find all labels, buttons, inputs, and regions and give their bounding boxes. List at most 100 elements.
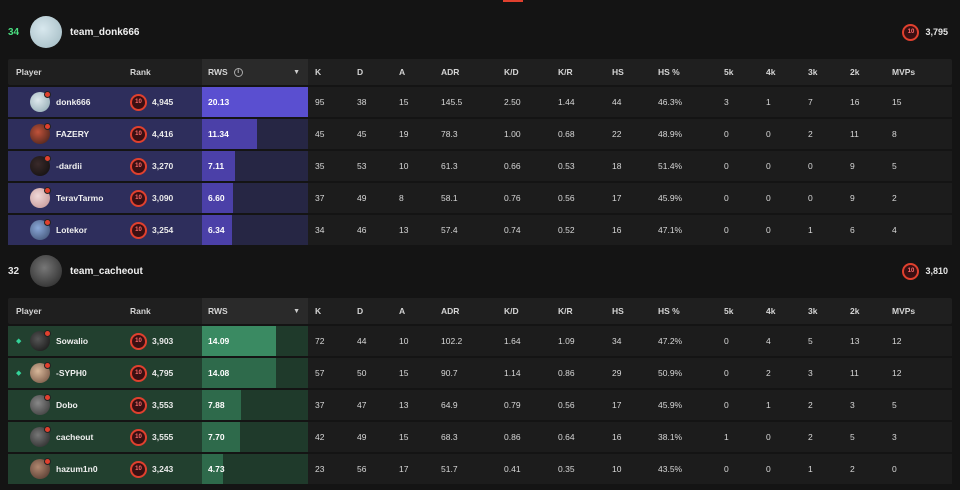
player-name[interactable]: -dardii bbox=[56, 161, 82, 171]
player-cell[interactable]: hazum1n0 bbox=[8, 454, 202, 484]
stat-3k: 1 bbox=[808, 464, 813, 474]
player-name[interactable]: hazum1n0 bbox=[56, 464, 98, 474]
player-cell[interactable]: Dobo bbox=[8, 390, 202, 420]
stat-adr: 145.5 bbox=[441, 97, 463, 107]
table-row[interactable]: ◆ -SYPH0 10 4,795 14.08 57 50 15 90.7 1.14 0.86 29 5… bbox=[8, 358, 952, 388]
rank-cell: 10 3,903 bbox=[130, 332, 173, 350]
team-name[interactable]: team_donk666 bbox=[70, 26, 140, 38]
stat-2k: 5 bbox=[850, 432, 855, 442]
rws-cell: 6.60 bbox=[202, 183, 308, 213]
team-elo: 10 3,795 bbox=[902, 23, 952, 41]
col-player[interactable]: Player bbox=[16, 306, 42, 316]
rank-cell: 10 4,945 bbox=[130, 93, 173, 111]
rws-cell: 7.70 bbox=[202, 422, 308, 452]
player-name[interactable]: donk666 bbox=[56, 97, 91, 107]
table-row[interactable]: TeravTarmo 10 3,090 6.60 37 49 8 58.1 0.76 0.56 17… bbox=[8, 183, 952, 213]
rws-value: 7.11 bbox=[208, 161, 225, 171]
col-mvps[interactable]: MVPs bbox=[892, 306, 916, 316]
stat-3k: 3 bbox=[808, 368, 813, 378]
player-cell[interactable]: -dardii bbox=[8, 151, 202, 181]
info-icon[interactable]: i bbox=[233, 67, 243, 77]
player-name[interactable]: cacheout bbox=[56, 432, 94, 442]
team-name[interactable]: team_cacheout bbox=[70, 265, 143, 277]
skill-level-icon: 10 bbox=[902, 23, 920, 41]
player-cell[interactable]: Lotekor bbox=[8, 215, 202, 245]
col-3k[interactable]: 3k bbox=[808, 67, 818, 77]
col-rank[interactable]: Rank bbox=[130, 306, 151, 316]
col-hs-percent[interactable]: HS % bbox=[658, 67, 680, 77]
player-name[interactable]: FAZERY bbox=[56, 129, 90, 139]
stat-4k: 4 bbox=[766, 336, 771, 346]
stat-adr: 57.4 bbox=[441, 225, 458, 235]
team-avatar[interactable] bbox=[30, 255, 62, 287]
team-avatar[interactable] bbox=[30, 16, 62, 48]
col-d[interactable]: D bbox=[357, 67, 364, 77]
player-name[interactable]: -SYPH0 bbox=[56, 368, 87, 378]
rws-bar-fill bbox=[202, 422, 241, 452]
col-k[interactable]: K bbox=[315, 306, 322, 316]
col-4k[interactable]: 4k bbox=[766, 67, 776, 77]
rws-bar-fill bbox=[202, 87, 308, 117]
stat-adr: 64.9 bbox=[441, 400, 458, 410]
table-row[interactable]: ◆ Sowalio 10 3,903 14.09 72 44 10 102.2 1.64 1.09 3… bbox=[8, 326, 952, 356]
col-mvps[interactable]: MVPs bbox=[892, 67, 916, 77]
col-2k[interactable]: 2k bbox=[850, 306, 860, 316]
status-badge bbox=[44, 458, 51, 465]
col-5k[interactable]: 5k bbox=[724, 306, 734, 316]
col-kr[interactable]: K/R bbox=[558, 306, 573, 316]
rws-value: 7.70 bbox=[208, 432, 225, 442]
col-k[interactable]: K bbox=[315, 67, 322, 77]
player-name[interactable]: TeravTarmo bbox=[56, 193, 104, 203]
table-row[interactable]: Dobo 10 3,553 7.88 37 47 13 64.9 0.79 0.56 17 45.9%… bbox=[8, 390, 952, 420]
player-cell[interactable]: cacheout bbox=[8, 422, 202, 452]
player-cell[interactable]: ◆ -SYPH0 bbox=[8, 358, 202, 388]
team-header-2: 32 team_cacheout 10 3,810 bbox=[8, 254, 952, 288]
rws-cell: 20.13 bbox=[202, 87, 308, 117]
table-row[interactable]: Lotekor 10 3,254 6.34 34 46 13 57.4 0.74 0.52 16 47… bbox=[8, 215, 952, 245]
player-name[interactable]: Lotekor bbox=[56, 225, 88, 235]
col-4k[interactable]: 4k bbox=[766, 306, 776, 316]
stat-a: 8 bbox=[399, 193, 404, 203]
col-kd[interactable]: K/D bbox=[504, 306, 519, 316]
table-row[interactable]: -dardii 10 3,270 7.11 35 53 10 61.3 0.66 0.53 18 51… bbox=[8, 151, 952, 181]
col-2k[interactable]: 2k bbox=[850, 67, 860, 77]
col-3k[interactable]: 3k bbox=[808, 306, 818, 316]
player-cell[interactable]: TeravTarmo bbox=[8, 183, 202, 213]
col-5k[interactable]: 5k bbox=[724, 67, 734, 77]
col-player[interactable]: Player bbox=[16, 67, 42, 77]
col-rws-dropdown[interactable]: RWS ▼ bbox=[202, 298, 308, 324]
stat-a: 15 bbox=[399, 368, 409, 378]
col-d[interactable]: D bbox=[357, 306, 364, 316]
table-row[interactable]: donk666 10 4,945 20.13 95 38 15 145.5 2.50 1.44 44… bbox=[8, 87, 952, 117]
col-rws-dropdown[interactable]: RWS i ▼ bbox=[202, 59, 308, 85]
skill-level-icon: 10 bbox=[130, 221, 147, 239]
stat-hs: 22 bbox=[612, 129, 622, 139]
stat-5k: 0 bbox=[724, 400, 729, 410]
rws-bar-fill bbox=[202, 119, 258, 149]
col-adr[interactable]: ADR bbox=[441, 306, 460, 316]
player-name[interactable]: Sowalio bbox=[56, 336, 89, 346]
player-cell[interactable]: ◆ Sowalio bbox=[8, 326, 202, 356]
col-hs[interactable]: HS bbox=[612, 306, 624, 316]
stat-d: 49 bbox=[357, 432, 367, 442]
table-row[interactable]: FAZERY 10 4,416 11.34 45 45 19 78.3 1.00 0.68 22 48… bbox=[8, 119, 952, 149]
rws-value: 14.08 bbox=[208, 368, 230, 378]
col-a[interactable]: A bbox=[399, 306, 406, 316]
rws-value: 4.73 bbox=[208, 464, 225, 474]
col-a[interactable]: A bbox=[399, 67, 406, 77]
table-row[interactable]: hazum1n0 10 3,243 4.73 23 56 17 51.7 0.41 0.35 10 4… bbox=[8, 454, 952, 484]
col-rank[interactable]: Rank bbox=[130, 67, 151, 77]
stat-4k: 0 bbox=[766, 464, 771, 474]
table-row[interactable]: cacheout 10 3,555 7.70 42 49 15 68.3 0.86 0.64 16 3… bbox=[8, 422, 952, 452]
stat-2k: 16 bbox=[850, 97, 860, 107]
col-kd[interactable]: K/D bbox=[504, 67, 519, 77]
player-cell[interactable]: FAZERY bbox=[8, 119, 202, 149]
status-badge bbox=[44, 219, 51, 226]
col-hs-percent[interactable]: HS % bbox=[658, 306, 680, 316]
stat-a: 19 bbox=[399, 129, 409, 139]
col-adr[interactable]: ADR bbox=[441, 67, 460, 77]
player-cell[interactable]: donk666 bbox=[8, 87, 202, 117]
col-kr[interactable]: K/R bbox=[558, 67, 573, 77]
col-hs[interactable]: HS bbox=[612, 67, 624, 77]
player-name[interactable]: Dobo bbox=[56, 400, 78, 410]
